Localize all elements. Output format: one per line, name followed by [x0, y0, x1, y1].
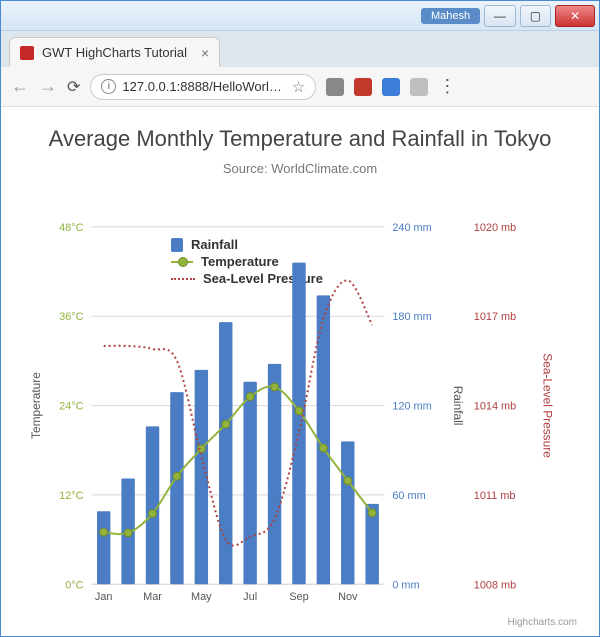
- site-info-icon[interactable]: i: [101, 79, 116, 94]
- svg-text:Rainfall: Rainfall: [451, 386, 465, 426]
- window-minimize-button[interactable]: —: [484, 5, 516, 27]
- window-titlebar: Mahesh — ▢ ✕: [1, 1, 599, 31]
- svg-text:36°C: 36°C: [59, 311, 83, 323]
- svg-text:1020 mb: 1020 mb: [474, 222, 516, 234]
- bookmark-star-icon[interactable]: ☆: [292, 78, 305, 96]
- nav-forward-button[interactable]: →: [39, 76, 57, 97]
- svg-text:1017 mb: 1017 mb: [474, 311, 516, 323]
- tab-close-icon[interactable]: ×: [201, 45, 209, 61]
- nav-reload-button[interactable]: ⟳: [67, 77, 80, 97]
- browser-tab[interactable]: GWT HighCharts Tutorial ×: [9, 37, 220, 67]
- user-badge: Mahesh: [421, 8, 480, 24]
- browser-toolbar: ← → ⟳ i 127.0.0.1:8888/HelloWorl… ☆ ⋮: [1, 67, 599, 107]
- svg-text:120 mm: 120 mm: [392, 401, 431, 413]
- svg-text:240 mm: 240 mm: [392, 222, 431, 234]
- svg-text:180 mm: 180 mm: [392, 311, 431, 323]
- window-maximize-button[interactable]: ▢: [520, 5, 552, 27]
- svg-text:60 mm: 60 mm: [392, 490, 425, 502]
- svg-text:0 mm: 0 mm: [392, 579, 419, 591]
- svg-text:Jul: Jul: [243, 591, 257, 603]
- svg-text:1011 mb: 1011 mb: [474, 490, 516, 502]
- tab-favicon: [20, 46, 34, 60]
- svg-text:48°C: 48°C: [59, 222, 83, 234]
- svg-text:Sep: Sep: [289, 591, 308, 603]
- url-text: 127.0.0.1:8888/HelloWorl…: [122, 79, 281, 94]
- svg-text:May: May: [191, 591, 212, 603]
- svg-text:Sea-Level Pressure: Sea-Level Pressure: [540, 353, 554, 458]
- extension-icon[interactable]: [326, 78, 344, 96]
- svg-text:Nov: Nov: [338, 591, 358, 603]
- chart-plot: 0°C 0 mm 1008 mb 12°C 60 mm 1011 mb 24°C 120 mm…: [19, 207, 581, 624]
- tab-title: GWT HighCharts Tutorial: [42, 45, 187, 60]
- svg-text:1014 mb: 1014 mb: [474, 401, 516, 413]
- svg-text:0°C: 0°C: [65, 579, 83, 591]
- chart-credit[interactable]: Highcharts.com: [508, 617, 577, 628]
- svg-text:24°C: 24°C: [59, 401, 83, 413]
- address-bar[interactable]: i 127.0.0.1:8888/HelloWorl… ☆: [90, 74, 316, 100]
- svg-text:Jan: Jan: [95, 591, 113, 603]
- svg-text:1008 mb: 1008 mb: [474, 579, 516, 591]
- chart-title: Average Monthly Temperature and Rainfall…: [1, 125, 599, 153]
- extension-icon[interactable]: [410, 78, 428, 96]
- page-content: Average Monthly Temperature and Rainfall…: [1, 107, 599, 636]
- extension-icon[interactable]: [382, 78, 400, 96]
- svg-text:Temperature: Temperature: [29, 372, 43, 439]
- chart-svg: 0°C 0 mm 1008 mb 12°C 60 mm 1011 mb 24°C 120 mm…: [19, 207, 581, 624]
- svg-text:12°C: 12°C: [59, 490, 83, 502]
- browser-menu-button[interactable]: ⋮: [438, 76, 457, 97]
- nav-back-button[interactable]: ←: [11, 76, 29, 97]
- browser-window: Mahesh — ▢ ✕ GWT HighCharts Tutorial × ←…: [0, 0, 600, 637]
- svg-text:Mar: Mar: [143, 591, 162, 603]
- extension-icon[interactable]: [354, 78, 372, 96]
- chart-subtitle: Source: WorldClimate.com: [1, 161, 599, 176]
- tab-strip: GWT HighCharts Tutorial ×: [1, 31, 599, 67]
- window-close-button[interactable]: ✕: [555, 5, 595, 27]
